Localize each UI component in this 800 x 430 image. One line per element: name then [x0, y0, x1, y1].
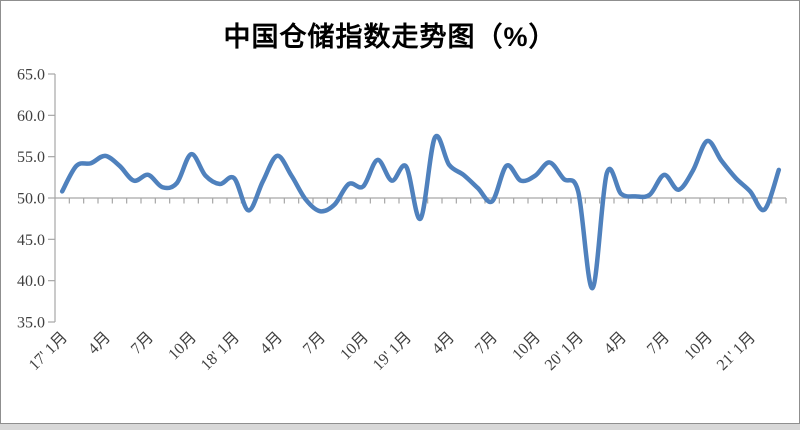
x-tick-label: 10月 — [509, 329, 544, 364]
y-tick-label: 40.0 — [17, 273, 45, 290]
y-tick-label: 45.0 — [17, 232, 45, 249]
y-tick-label: 35.0 — [17, 315, 45, 332]
x-tick-label: 4月 — [429, 329, 458, 358]
x-tick-label: 7月 — [300, 329, 329, 358]
x-tick-label: 7月 — [472, 329, 501, 358]
x-tick-label: 10月 — [681, 329, 716, 364]
x-tick-label: 7月 — [128, 329, 157, 358]
x-tick-label: 4月 — [85, 329, 114, 358]
x-tick-label: 18' 1月 — [198, 329, 243, 374]
chart-title: 中国仓储指数走势图（%） — [223, 22, 557, 52]
x-tick-label: 17' 1月 — [26, 329, 71, 374]
x-tick-label: 21' 1月 — [714, 329, 759, 374]
y-tick-label: 60.0 — [17, 108, 45, 125]
y-tick-label: 55.0 — [17, 149, 45, 166]
window-bottom-edge — [0, 424, 800, 430]
index-trend-line — [59, 133, 782, 291]
x-tick-label: 19' 1月 — [370, 329, 415, 374]
x-tick-label: 20' 1月 — [542, 329, 587, 374]
x-tick-label: 4月 — [257, 329, 286, 358]
x-tick-label: 7月 — [644, 329, 673, 358]
y-tick-label: 50.0 — [17, 191, 45, 208]
x-tick-label: 4月 — [601, 329, 630, 358]
x-tick-label: 10月 — [165, 329, 200, 364]
x-tick-label: 10月 — [337, 329, 372, 364]
y-tick-label: 65.0 — [17, 67, 45, 84]
